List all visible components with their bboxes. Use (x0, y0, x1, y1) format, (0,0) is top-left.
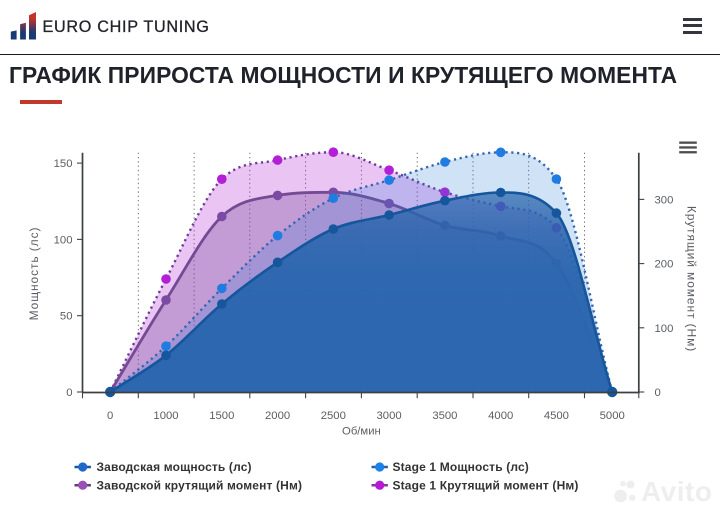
svg-text:Заводская мощность (лс): Заводская мощность (лс) (97, 460, 252, 474)
svg-text:Заводской крутящий момент (Нм): Заводской крутящий момент (Нм) (97, 478, 303, 492)
svg-text:Мощность (лс): Мощность (лс) (27, 227, 41, 321)
svg-text:50: 50 (60, 311, 73, 323)
svg-text:150: 150 (54, 158, 73, 170)
svg-text:3500: 3500 (432, 410, 457, 422)
svg-text:1500: 1500 (209, 410, 234, 422)
svg-text:4000: 4000 (488, 410, 513, 422)
svg-text:2000: 2000 (265, 410, 290, 422)
svg-text:200: 200 (655, 259, 674, 271)
svg-text:0: 0 (655, 387, 661, 399)
svg-text:Stage 1 Крутящий момент (Нм): Stage 1 Крутящий момент (Нм) (393, 478, 579, 492)
svg-text:Крутящий момент (Нм): Крутящий момент (Нм) (685, 206, 699, 352)
svg-text:2500: 2500 (321, 410, 346, 422)
svg-text:Stage 1 Мощность (лс): Stage 1 Мощность (лс) (393, 460, 529, 474)
svg-text:100: 100 (54, 234, 73, 246)
svg-text:5000: 5000 (600, 410, 625, 422)
svg-text:4500: 4500 (544, 410, 569, 422)
svg-text:300: 300 (655, 194, 674, 206)
svg-text:0: 0 (66, 387, 72, 399)
svg-text:Об/мин: Об/мин (342, 426, 381, 438)
svg-text:3000: 3000 (377, 410, 402, 422)
svg-text:1000: 1000 (153, 410, 178, 422)
svg-text:0: 0 (107, 410, 113, 422)
svg-text:100: 100 (655, 323, 674, 335)
